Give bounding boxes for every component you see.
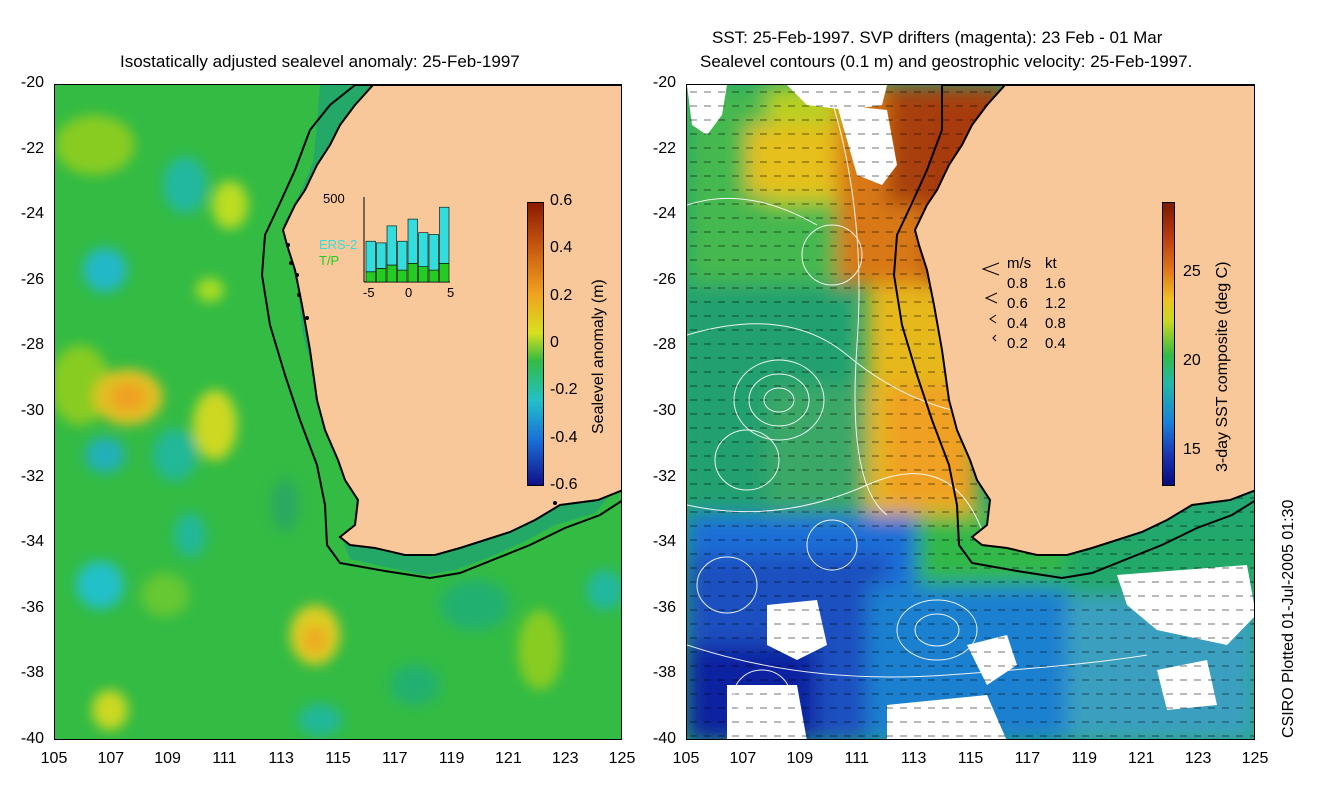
inset-bar-ers2 — [397, 240, 408, 271]
right-y-tick: -20 — [652, 74, 676, 91]
inset-bar-tp — [376, 268, 387, 283]
sst-colorbar — [1162, 202, 1175, 486]
left-y-tick: -24 — [20, 205, 44, 223]
right-y-tick: -22 — [652, 139, 676, 157]
right-y-tick: -30 — [652, 402, 676, 419]
inset-bar-tp — [418, 266, 429, 283]
velocity-legend-ms: 0.8 — [1007, 275, 1028, 292]
velocity-legend-ms: 0.6 — [1007, 295, 1028, 312]
inset-bar-tp — [386, 264, 397, 283]
sealevel-colorbar-tick: -0.2 — [550, 381, 578, 399]
inset-bar-ers2 — [365, 240, 376, 273]
inset-histogram — [363, 197, 450, 283]
right-x-tick: 125 — [1241, 750, 1269, 767]
inset-bar-ers2 — [418, 232, 429, 267]
right-x-tick: 119 — [1071, 750, 1098, 767]
sst-colorbar-tick: 25 — [1183, 263, 1201, 280]
left-map-title: Isostatically adjusted sealevel anomaly:… — [120, 52, 520, 71]
inset-bar-tp — [439, 263, 450, 283]
right-x-tick: 105 — [672, 750, 700, 767]
right-map-title-line1: SST: 25-Feb-1997. SVP drifters (magenta)… — [712, 28, 1163, 47]
velocity-legend-arrows — [981, 262, 1000, 342]
sealevel-colorbar-tick: 0.2 — [550, 286, 573, 304]
velocity-legend-header-ms: m/s — [1007, 255, 1032, 272]
right-y-tick: -26 — [652, 270, 676, 288]
left-y-tick: -32 — [20, 467, 44, 485]
sealevel-colorbar-label: Sealevel anomaly (m) — [590, 279, 607, 434]
sst-colorbar-tick: 15 — [1183, 440, 1201, 458]
right-y-tick: -36 — [652, 598, 676, 616]
sealevel-colorbar-tick: -0.4 — [550, 428, 578, 446]
sst-colorbar-tick: 20 — [1183, 351, 1201, 369]
right-y-tick: -38 — [652, 664, 676, 682]
right-map-title-line2: Sealevel contours (0.1 m) and geostrophi… — [700, 52, 1193, 71]
velocity-legend-kt: 1.2 — [1045, 295, 1066, 312]
right-y-tick: -32 — [652, 467, 676, 485]
left-y-tick: -38 — [20, 664, 44, 682]
left-x-tick: 105 — [40, 750, 68, 767]
inset-ymax-label: 500 — [323, 191, 345, 206]
left-y-tick: -40 — [20, 730, 44, 747]
sst-colorbar-label: 3-day SST composite (deg C) — [1214, 261, 1231, 472]
left-x-tick: 113 — [268, 750, 294, 767]
right-x-tick: 107 — [729, 750, 757, 767]
inset-xtick-neg5: -5 — [363, 285, 375, 300]
left-y-tick: -28 — [20, 336, 44, 354]
right-y-tick: -40 — [652, 730, 676, 747]
right-x-tick: 109 — [786, 750, 814, 767]
right-y-tick: -28 — [652, 336, 676, 354]
sealevel-colorbar — [527, 202, 544, 486]
right-x-tick: 113 — [900, 750, 927, 767]
velocity-legend-ms: 0.2 — [1007, 335, 1028, 352]
sealevel-colorbar-tick: 0.6 — [550, 192, 573, 209]
right-y-tick: -24 — [652, 205, 676, 223]
velocity-legend-kt: 0.4 — [1045, 335, 1066, 352]
left-x-tick: 115 — [325, 750, 351, 767]
inset-legend-ers2: ERS-2 — [319, 237, 358, 252]
credit-label: CSIRO Plotted 01-Jul-2005 01:30 — [1280, 499, 1297, 738]
inset-bar-tp — [407, 263, 418, 283]
inset-bar-ers2 — [439, 206, 450, 264]
left-x-tick: 119 — [438, 750, 465, 767]
inset-xtick-0: 0 — [405, 285, 413, 300]
inset-legend-tp: T/P — [319, 253, 340, 268]
inset-xtick-5: 5 — [447, 285, 455, 300]
velocity-legend-header-kt: kt — [1045, 255, 1057, 272]
left-y-tick: -36 — [20, 598, 44, 616]
left-x-tick: 117 — [382, 750, 408, 767]
left-x-tick: 107 — [97, 750, 125, 767]
inset-bar-ers2 — [428, 234, 439, 271]
inset-bar-ers2 — [376, 242, 387, 269]
left-x-tick: 123 — [551, 750, 579, 767]
right-x-tick: 115 — [957, 750, 984, 767]
velocity-legend-ms: 0.4 — [1007, 315, 1028, 332]
sealevel-colorbar-tick: -0.6 — [550, 476, 578, 493]
right-x-tick: 111 — [844, 750, 869, 767]
left-x-tick: 111 — [212, 750, 237, 767]
inset-bar-ers2 — [407, 218, 418, 264]
left-x-tick: 109 — [154, 750, 181, 767]
left-y-tick: -30 — [20, 402, 44, 419]
velocity-legend-kt: 1.6 — [1045, 275, 1066, 292]
inset-bar-tp — [397, 269, 408, 283]
sealevel-colorbar-tick: 0.4 — [550, 239, 573, 257]
inset-bar-tp — [365, 271, 376, 283]
velocity-legend-kt: 0.8 — [1045, 315, 1066, 332]
right-x-tick: 123 — [1184, 750, 1212, 767]
left-x-tick: 125 — [608, 750, 636, 767]
right-y-tick: -34 — [652, 533, 676, 551]
left-y-tick: -22 — [20, 139, 44, 157]
left-y-tick: -20 — [20, 74, 44, 91]
inset-bar-ers2 — [386, 225, 397, 266]
left-y-tick: -34 — [20, 533, 44, 551]
sealevel-colorbar-tick: 0 — [550, 334, 559, 351]
right-x-tick: 121 — [1127, 750, 1155, 767]
right-x-tick: 117 — [1014, 750, 1041, 767]
left-x-tick: 121 — [495, 750, 522, 767]
inset-bar-tp — [428, 269, 439, 283]
left-y-tick: -26 — [20, 270, 44, 288]
